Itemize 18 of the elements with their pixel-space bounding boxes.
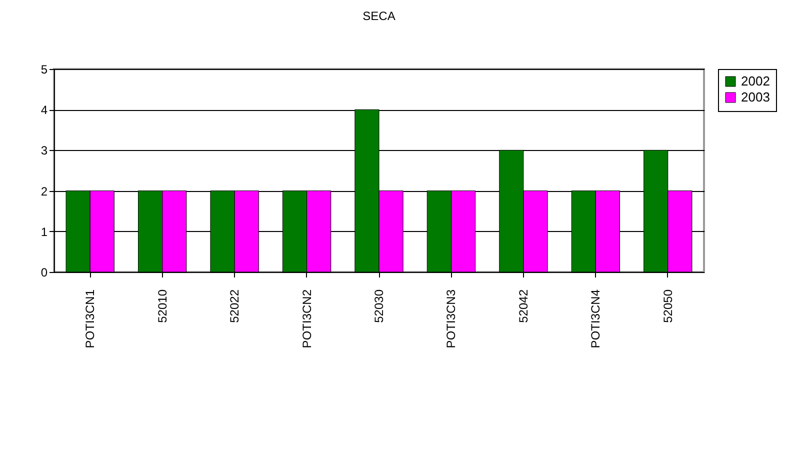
y-tick-label: 2 bbox=[40, 184, 48, 198]
x-tick-label: POTI3CN2 bbox=[300, 289, 314, 348]
legend-label: 2003 bbox=[741, 90, 770, 104]
legend-label: 2002 bbox=[741, 74, 770, 88]
x-tick-label: 52010 bbox=[155, 289, 170, 323]
x-tick-label: POTI3CN3 bbox=[444, 289, 458, 348]
x-tick-label: 52050 bbox=[660, 289, 675, 323]
y-tick-label: 0 bbox=[40, 266, 48, 280]
x-tick-label: 52042 bbox=[516, 289, 530, 323]
chart-title: SECA bbox=[362, 9, 396, 23]
x-tick-label: 52022 bbox=[228, 289, 242, 323]
y-tick-label: 5 bbox=[40, 62, 48, 76]
x-tick-label: POTI3CN1 bbox=[83, 289, 98, 348]
y-tick-label: 1 bbox=[40, 224, 48, 239]
x-tick-label: 52030 bbox=[372, 289, 386, 323]
y-tick-label: 3 bbox=[40, 144, 48, 158]
x-tick-label: POTI3CN4 bbox=[588, 289, 603, 348]
y-tick-label: 4 bbox=[40, 103, 48, 118]
